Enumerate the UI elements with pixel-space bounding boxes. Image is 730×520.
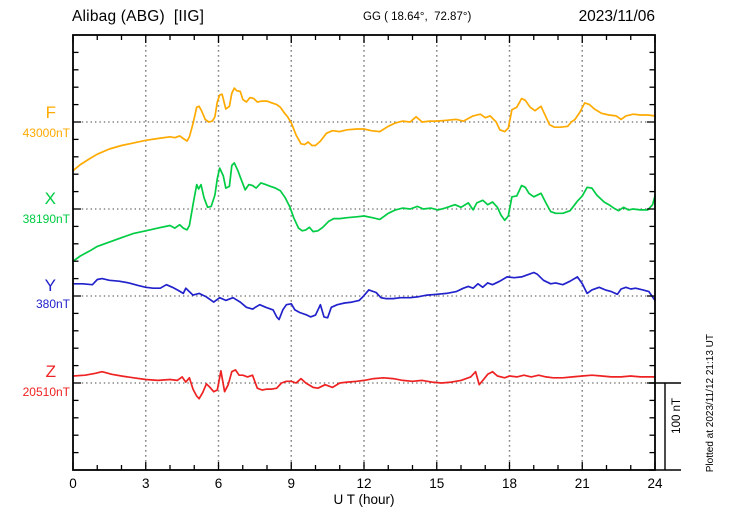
trace-Y bbox=[72, 271, 656, 321]
baseline-value-F: 43000nT bbox=[22, 126, 70, 140]
x-tick-label-15: 15 bbox=[429, 476, 445, 491]
trace-X bbox=[72, 162, 656, 263]
x-tick-label-0: 0 bbox=[69, 476, 77, 491]
baseline-value-X: 38190nT bbox=[22, 212, 70, 226]
x-tick-label-24: 24 bbox=[647, 476, 663, 491]
x-axis-tick-labels: 0 3 6 9 12 15 18 21 24 bbox=[0, 476, 730, 492]
x-axis-title: U T (hour) bbox=[333, 492, 395, 507]
series-label-X: X bbox=[44, 189, 56, 208]
scale-bar-label: 100 nT bbox=[671, 398, 683, 434]
geographic-coordinates: GG ( 18.64°, 72.87°) bbox=[363, 11, 472, 23]
series-label-F: F bbox=[45, 103, 56, 122]
series-label-Z: Z bbox=[45, 362, 56, 381]
trace-Z bbox=[72, 369, 656, 400]
plot-date: 2023/11/06 bbox=[578, 8, 655, 25]
x-tick-label-12: 12 bbox=[356, 476, 372, 491]
x-tick-label-6: 6 bbox=[214, 476, 223, 491]
x-tick-label-21: 21 bbox=[574, 476, 590, 491]
baseline-value-Y: 380nT bbox=[35, 297, 70, 311]
x-tick-label-9: 9 bbox=[287, 476, 295, 491]
station-title: Alibag (ABG) [IIG] bbox=[72, 8, 205, 25]
trace-F bbox=[72, 87, 656, 172]
series-label-Y: Y bbox=[44, 276, 56, 295]
x-tick-label-3: 3 bbox=[141, 476, 150, 491]
x-tick-label-18: 18 bbox=[501, 476, 518, 491]
baseline-value-Z: 20510nT bbox=[22, 385, 70, 399]
plotted-timestamp-note: Plotted at 2023/11/12 21:13 UT bbox=[705, 334, 716, 473]
